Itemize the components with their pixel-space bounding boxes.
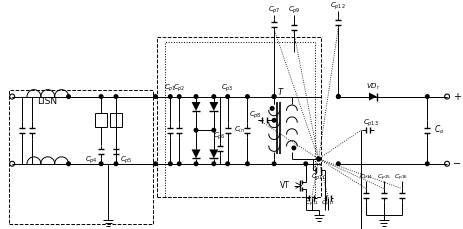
Bar: [165, 42, 314, 197]
Circle shape: [336, 95, 339, 98]
Bar: [157, 37, 320, 197]
Circle shape: [303, 162, 307, 166]
Text: $C_{p3}$: $C_{p3}$: [221, 83, 233, 94]
Circle shape: [272, 95, 275, 98]
Circle shape: [67, 162, 70, 166]
Circle shape: [194, 128, 197, 132]
Circle shape: [177, 162, 181, 166]
Polygon shape: [191, 150, 200, 158]
Text: $C_{p4}$: $C_{p4}$: [85, 154, 98, 166]
Bar: [110, 113, 122, 127]
Text: −: −: [452, 159, 460, 169]
Circle shape: [270, 107, 273, 110]
Circle shape: [194, 162, 197, 166]
Circle shape: [168, 162, 172, 166]
Text: $C_{p16}$: $C_{p16}$: [394, 172, 408, 183]
Text: $C_o$: $C_o$: [433, 124, 444, 136]
Circle shape: [316, 157, 319, 161]
Circle shape: [177, 95, 181, 98]
Circle shape: [114, 162, 118, 166]
Text: VT: VT: [280, 181, 289, 190]
Text: $C_{p7}$: $C_{p7}$: [267, 5, 280, 16]
Circle shape: [67, 95, 70, 98]
Text: $C_{in}$: $C_{in}$: [234, 125, 245, 135]
Circle shape: [114, 95, 118, 98]
Circle shape: [336, 95, 339, 98]
Text: $C_{p5}$: $C_{p5}$: [119, 154, 132, 166]
Text: $C_{p8}$: $C_{p8}$: [249, 110, 262, 121]
Circle shape: [168, 95, 172, 98]
Circle shape: [336, 162, 339, 166]
Text: LISN: LISN: [37, 97, 57, 106]
Circle shape: [153, 95, 157, 98]
Circle shape: [272, 162, 275, 166]
Text: $C_{p6}$: $C_{p6}$: [213, 130, 225, 142]
Circle shape: [99, 162, 103, 166]
Text: $T$: $T$: [276, 86, 284, 97]
Circle shape: [99, 95, 103, 98]
Polygon shape: [209, 150, 218, 158]
Circle shape: [225, 95, 229, 98]
Circle shape: [212, 162, 215, 166]
Circle shape: [425, 95, 428, 98]
Circle shape: [212, 95, 215, 98]
Text: $C_{p12}$: $C_{p12}$: [330, 1, 345, 12]
Circle shape: [245, 95, 249, 98]
Text: $C_{p15}$: $C_{p15}$: [376, 172, 390, 183]
Text: $C_{p1}$: $C_{p1}$: [164, 83, 176, 94]
Text: $C_{p2}$: $C_{p2}$: [173, 83, 185, 94]
Circle shape: [225, 162, 229, 166]
Circle shape: [194, 95, 197, 98]
Text: $VD_r$: $VD_r$: [365, 82, 379, 92]
Text: +: +: [452, 92, 460, 102]
Circle shape: [153, 162, 157, 166]
Circle shape: [272, 95, 275, 98]
Polygon shape: [209, 102, 218, 111]
Circle shape: [245, 162, 249, 166]
Text: $C_{p13}$: $C_{p13}$: [362, 117, 378, 129]
Circle shape: [212, 128, 215, 132]
Circle shape: [291, 146, 295, 150]
Polygon shape: [191, 102, 200, 111]
Circle shape: [425, 162, 428, 166]
Text: $C_{p17}$: $C_{p17}$: [320, 199, 335, 209]
Text: $C_{p11}$: $C_{p11}$: [304, 199, 318, 209]
Text: $C_{p14}$: $C_{p14}$: [358, 172, 372, 183]
Text: $C_{p10}$: $C_{p10}$: [310, 172, 326, 183]
Bar: [95, 113, 107, 127]
Polygon shape: [368, 93, 376, 101]
Circle shape: [272, 118, 275, 122]
Text: $C_{p9}$: $C_{p9}$: [287, 5, 300, 16]
Bar: [9, 90, 152, 224]
